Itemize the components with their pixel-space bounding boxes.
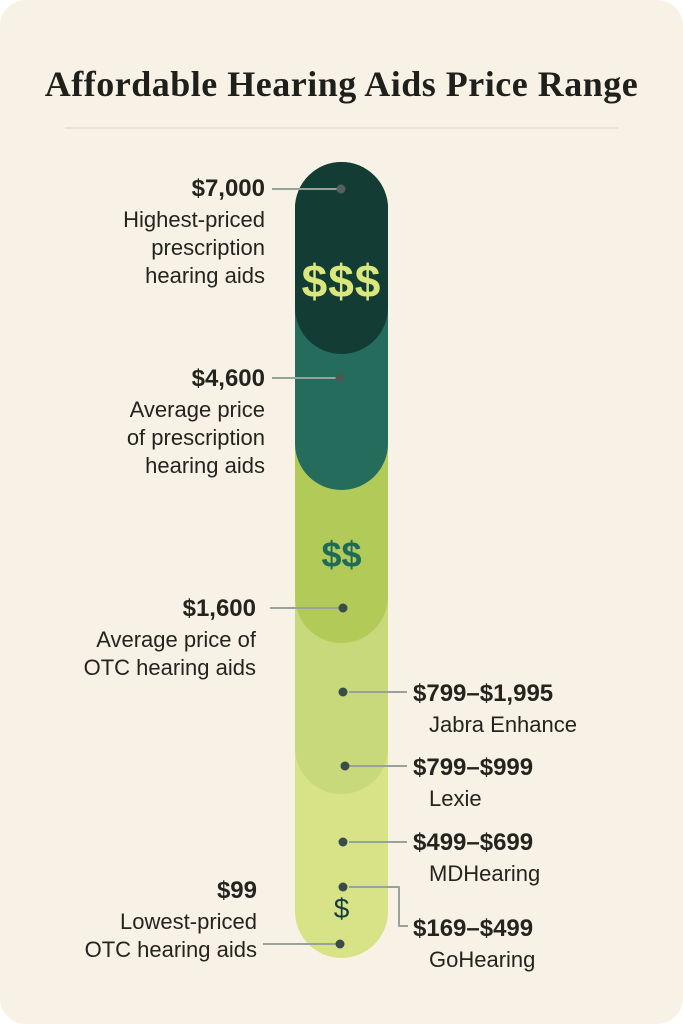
price-value: $99: [216, 877, 257, 904]
dollar-tier-high-icon: $$$: [301, 255, 382, 307]
brand-price-range: $799–$1,995: [413, 680, 554, 707]
brand-name: Lexie: [429, 786, 482, 811]
brand-price-range: $499–$699: [413, 829, 534, 856]
price-value: $1,600: [182, 595, 256, 622]
price-description: Average price of prescription hearing ai…: [126, 397, 265, 478]
marker-brand-jabra-enhance: $799–$1,995 Jabra Enhance: [413, 679, 577, 739]
marker-highest-price: $7,000 Highest-priced prescription heari…: [123, 174, 265, 290]
marker-brand-lexie: $799–$999 Lexie: [413, 753, 533, 813]
price-value: $7,000: [191, 175, 265, 202]
brand-name: MDHearing: [429, 861, 541, 886]
marker-brand-gohearing: $169–$499 GoHearing: [413, 914, 535, 974]
brand-price-range: $799–$999: [413, 754, 534, 781]
price-description: Lowest-priced OTC hearing aids: [84, 909, 257, 962]
marker-average-otc-price: $1,600 Average price of OTC hearing aids: [84, 594, 256, 682]
dollar-tier-low-icon: $: [333, 893, 350, 924]
price-value: $4,600: [191, 365, 265, 392]
marker-brand-mdhearing: $499–$699 MDHearing: [413, 828, 540, 888]
brand-name: GoHearing: [429, 947, 536, 972]
brand-price-range: $169–$499: [413, 915, 534, 942]
brand-name: Jabra Enhance: [429, 712, 577, 737]
marker-lowest-price: $99 Lowest-priced OTC hearing aids: [85, 876, 257, 964]
page-title: Affordable Hearing Aids Price Range: [44, 64, 639, 104]
marker-average-prescription-price: $4,600 Average price of prescription hea…: [127, 364, 265, 480]
price-description: Highest-priced prescription hearing aids: [123, 207, 265, 288]
dollar-tier-mid-icon: $$: [321, 534, 362, 575]
price-description: Average price of OTC hearing aids: [83, 627, 256, 680]
title-divider: [65, 127, 618, 129]
price-bar-segment-highest: [295, 162, 388, 354]
